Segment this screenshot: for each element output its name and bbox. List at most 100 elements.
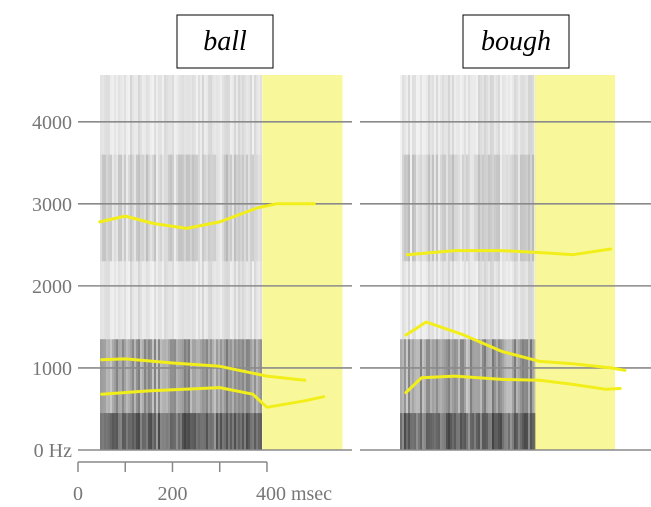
spectrogram-texture — [176, 154, 178, 262]
spectrogram-texture — [240, 339, 242, 450]
spectrogram-texture — [260, 413, 262, 450]
spectrogram-texture — [404, 75, 406, 450]
spectrogram-texture — [200, 155, 202, 262]
spectrogram-texture — [222, 155, 224, 262]
spectrogram-texture — [418, 154, 420, 262]
spectrogram-texture — [148, 413, 150, 450]
spectrogram-texture — [468, 339, 470, 450]
spectrogram-texture — [220, 413, 222, 450]
spectrogram-texture — [474, 339, 476, 450]
spectrogram-texture — [422, 413, 424, 450]
spectrogram-texture — [126, 155, 128, 262]
spectrogram-texture — [154, 154, 156, 262]
spectrogram-texture — [420, 413, 422, 450]
spectrogram-texture — [426, 339, 428, 450]
formant-line — [100, 386, 326, 409]
spectrogram-texture — [180, 75, 182, 450]
spectrogram-texture — [524, 339, 526, 450]
spectrogram-texture — [172, 154, 174, 262]
spectrogram-texture — [184, 413, 186, 450]
spectrogram-texture — [424, 154, 426, 262]
spectrogram-texture — [476, 154, 478, 262]
spectrogram-texture — [506, 75, 508, 450]
spectrogram-texture — [410, 413, 412, 450]
spectrogram-texture — [532, 339, 534, 450]
spectrogram-texture — [122, 155, 124, 262]
spectrogram-texture — [470, 339, 472, 450]
spectrogram-texture — [400, 75, 402, 450]
spectrogram-texture — [464, 75, 466, 450]
spectrogram-texture — [228, 339, 230, 450]
spectrogram-texture — [230, 339, 232, 450]
spectrogram-texture — [132, 154, 134, 262]
spectrogram-texture — [210, 413, 212, 450]
spectrogram-texture — [196, 413, 198, 450]
spectrogram-texture — [490, 413, 492, 450]
spectrogram-texture — [474, 75, 476, 450]
spectrogram-texture — [516, 413, 518, 450]
spectrogram-texture — [522, 154, 524, 262]
spectrogram-texture — [446, 339, 448, 450]
spectrogram-texture — [194, 75, 196, 450]
spectrogram-texture — [152, 339, 154, 450]
background — [100, 75, 536, 450]
spectrogram-texture — [432, 413, 434, 450]
spectrogram-texture — [528, 339, 530, 450]
formant-line — [100, 357, 307, 382]
spectrogram-texture — [428, 154, 430, 262]
spectrogram-texture — [446, 413, 448, 450]
spectrogram-texture — [252, 75, 254, 450]
spectrogram-texture — [450, 154, 452, 262]
spectrogram-texture — [186, 75, 188, 450]
spectrogram-texture — [260, 75, 262, 450]
spectrogram-texture — [130, 339, 132, 450]
spectrogram-texture — [104, 154, 106, 262]
spectrogram-texture — [454, 339, 456, 450]
spectrogram-texture — [134, 339, 136, 450]
spectrogram-texture — [212, 339, 214, 450]
spectrogram-texture — [494, 75, 496, 450]
spectrogram-texture — [500, 339, 502, 450]
spectrogram-texture — [492, 75, 494, 450]
y-tick-label: 2000 — [32, 276, 72, 298]
spectrogram-texture — [232, 413, 234, 450]
spectrogram-texture — [462, 154, 464, 262]
spectrogram-texture — [502, 75, 504, 450]
spectrogram-texture — [102, 413, 104, 450]
spectrogram-texture — [472, 413, 474, 450]
spectrogram-texture — [158, 339, 160, 450]
spectrogram-texture — [204, 339, 206, 450]
spectrogram-texture — [452, 339, 454, 450]
spectrogram-texture — [514, 154, 516, 262]
spectrogram-texture — [170, 154, 172, 262]
spectrogram-texture — [436, 154, 438, 262]
spectrogram-texture — [236, 339, 238, 450]
spectrogram-texture — [486, 154, 488, 262]
spectrogram-texture — [434, 339, 436, 450]
spectrogram-texture — [408, 413, 410, 450]
spectrogram-texture — [530, 75, 532, 450]
spectrogram-texture — [456, 339, 458, 450]
spectrogram-texture — [534, 75, 536, 450]
spectrogram-texture — [430, 75, 432, 450]
spectrogram-texture — [468, 75, 470, 450]
spectrogram-texture — [482, 154, 484, 262]
spectrogram-texture — [456, 75, 458, 450]
spectrogram-texture — [494, 339, 496, 450]
spectrogram-texture — [124, 75, 126, 450]
spectrogram-texture — [238, 413, 240, 450]
spectrogram-texture — [164, 339, 166, 450]
spectrogram-texture — [240, 154, 242, 262]
spectrogram-texture — [168, 413, 170, 450]
spectrogram-texture — [518, 75, 520, 450]
spectrogram-texture — [150, 339, 152, 450]
spectrogram-texture — [416, 75, 418, 450]
spectrogram-texture — [444, 339, 446, 450]
spectrogram-texture — [406, 339, 408, 450]
spectrogram-texture — [458, 155, 460, 262]
spectrogram-texture — [478, 154, 480, 262]
spectrogram-texture — [222, 75, 224, 450]
title-box — [176, 14, 274, 69]
spectrogram-texture — [166, 413, 168, 450]
